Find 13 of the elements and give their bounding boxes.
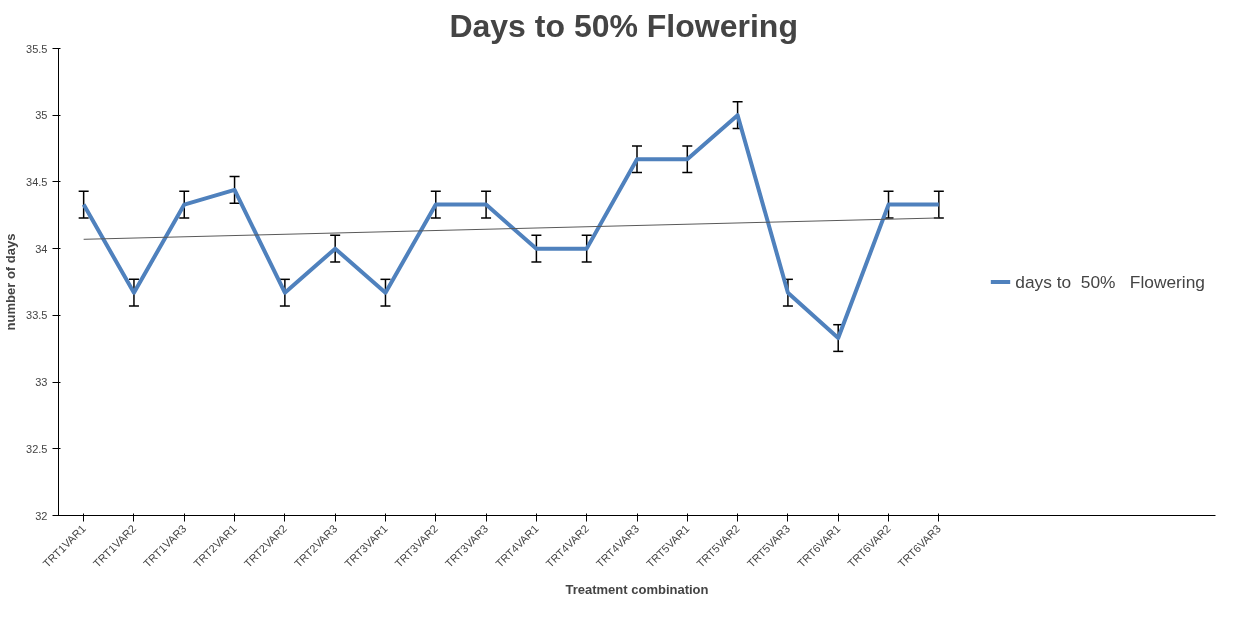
y-tick-label: 33 bbox=[35, 376, 48, 389]
x-axis-title: Treatment combination bbox=[565, 582, 709, 598]
y-axis-title: number of days bbox=[3, 233, 19, 331]
legend-label: days to 50% Flowering bbox=[1015, 271, 1205, 292]
y-tick-label: 35.5 bbox=[26, 42, 48, 55]
y-tick-label: 34 bbox=[35, 242, 48, 255]
y-tick-label: 34.5 bbox=[26, 175, 48, 188]
chart-title: Days to 50% Flowering bbox=[449, 7, 798, 44]
line-series bbox=[81, 113, 941, 341]
y-tick-label: 32 bbox=[35, 509, 48, 522]
y-tick-label: 32.5 bbox=[26, 442, 48, 455]
y-tick-label: 35 bbox=[35, 109, 48, 122]
y-tick-label: 33.5 bbox=[26, 309, 48, 322]
